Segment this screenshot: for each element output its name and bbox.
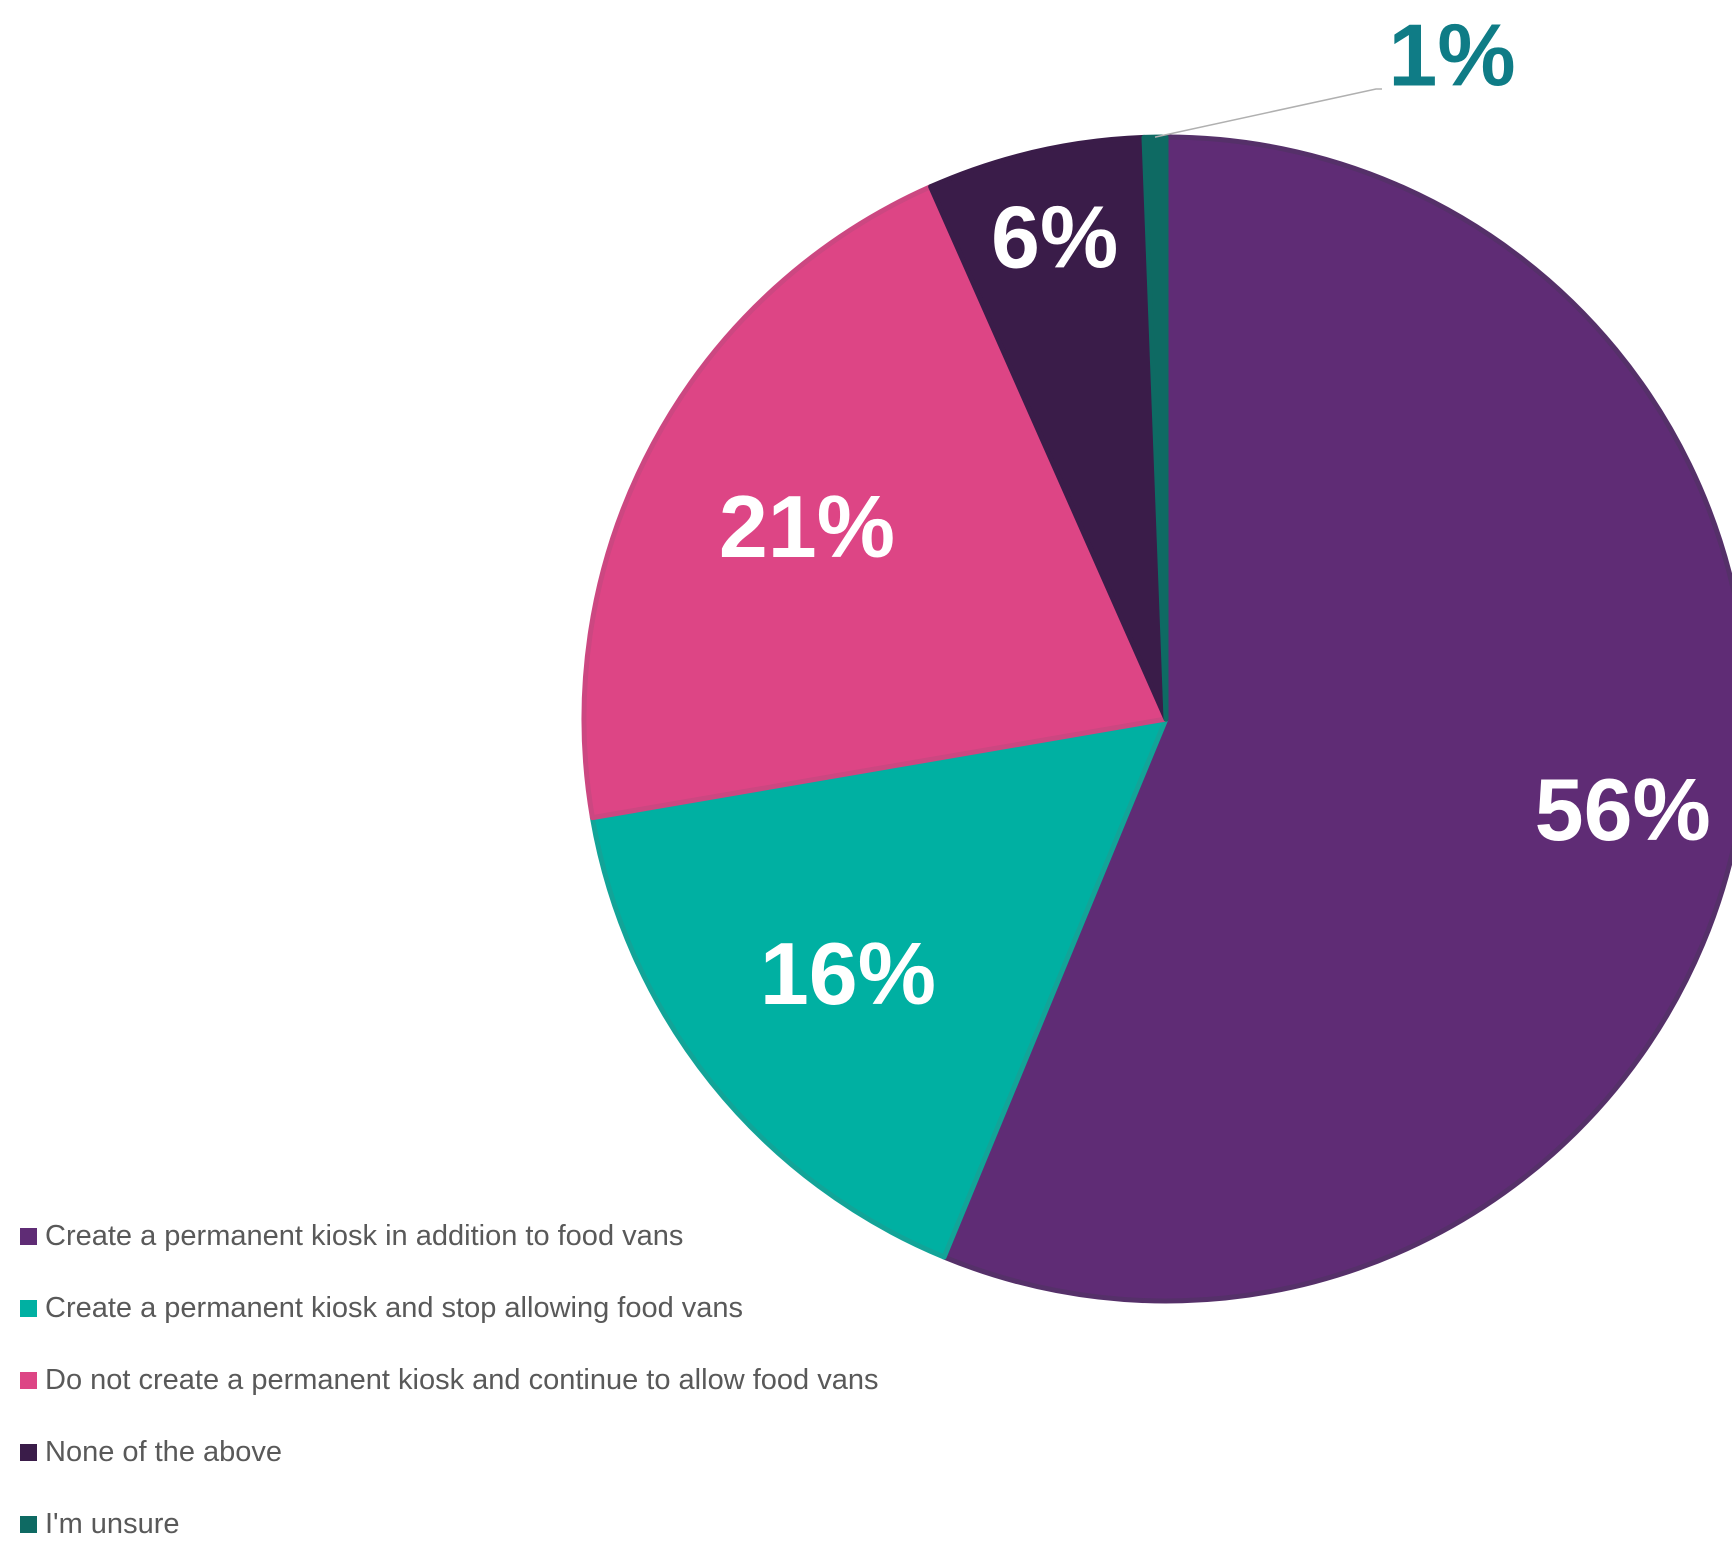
legend-item: Create a permanent kiosk in addition to …	[20, 1200, 878, 1272]
legend-swatch	[20, 1371, 37, 1389]
pie-slice	[928, 134, 1169, 722]
legend-swatch	[20, 1299, 37, 1317]
legend-item: None of the above	[20, 1416, 878, 1488]
legend-swatch	[20, 1515, 37, 1533]
legend-label: Create a permanent kiosk and stop allowi…	[45, 1291, 744, 1324]
legend-item: I'm unsure	[20, 1488, 878, 1560]
legend-label: None of the above	[45, 1435, 283, 1468]
chart-legend: Create a permanent kiosk in addition to …	[20, 1200, 878, 1560]
leader-line	[1154, 88, 1382, 138]
slice-labels: 56% 16% 21% 6% 1%	[719, 6, 1711, 1024]
slice-value-label: 1%	[1388, 6, 1515, 105]
legend-label: I'm unsure	[45, 1507, 180, 1540]
pie-slice	[589, 716, 1169, 1260]
legend-swatch	[20, 1443, 37, 1461]
slice-value-label: 21%	[719, 477, 895, 576]
slice-value-label: 6%	[991, 188, 1118, 287]
legend-item: Create a permanent kiosk and stop allowi…	[20, 1272, 878, 1344]
legend-label: Do not create a permanent kiosk and cont…	[45, 1363, 879, 1396]
pie-slice	[941, 134, 1732, 1304]
pie-slices	[581, 134, 1732, 1304]
pie-slice	[1141, 134, 1169, 722]
slice-value-label: 16%	[760, 924, 936, 1023]
pie-slice	[581, 184, 1169, 821]
slice-value-label: 56%	[1535, 760, 1711, 859]
legend-label: Create a permanent kiosk in addition to …	[45, 1219, 684, 1252]
legend-swatch	[20, 1227, 37, 1245]
pie-chart: 56% 16% 21% 6% 1%	[581, 6, 1732, 1304]
legend-item: Do not create a permanent kiosk and cont…	[20, 1344, 878, 1416]
